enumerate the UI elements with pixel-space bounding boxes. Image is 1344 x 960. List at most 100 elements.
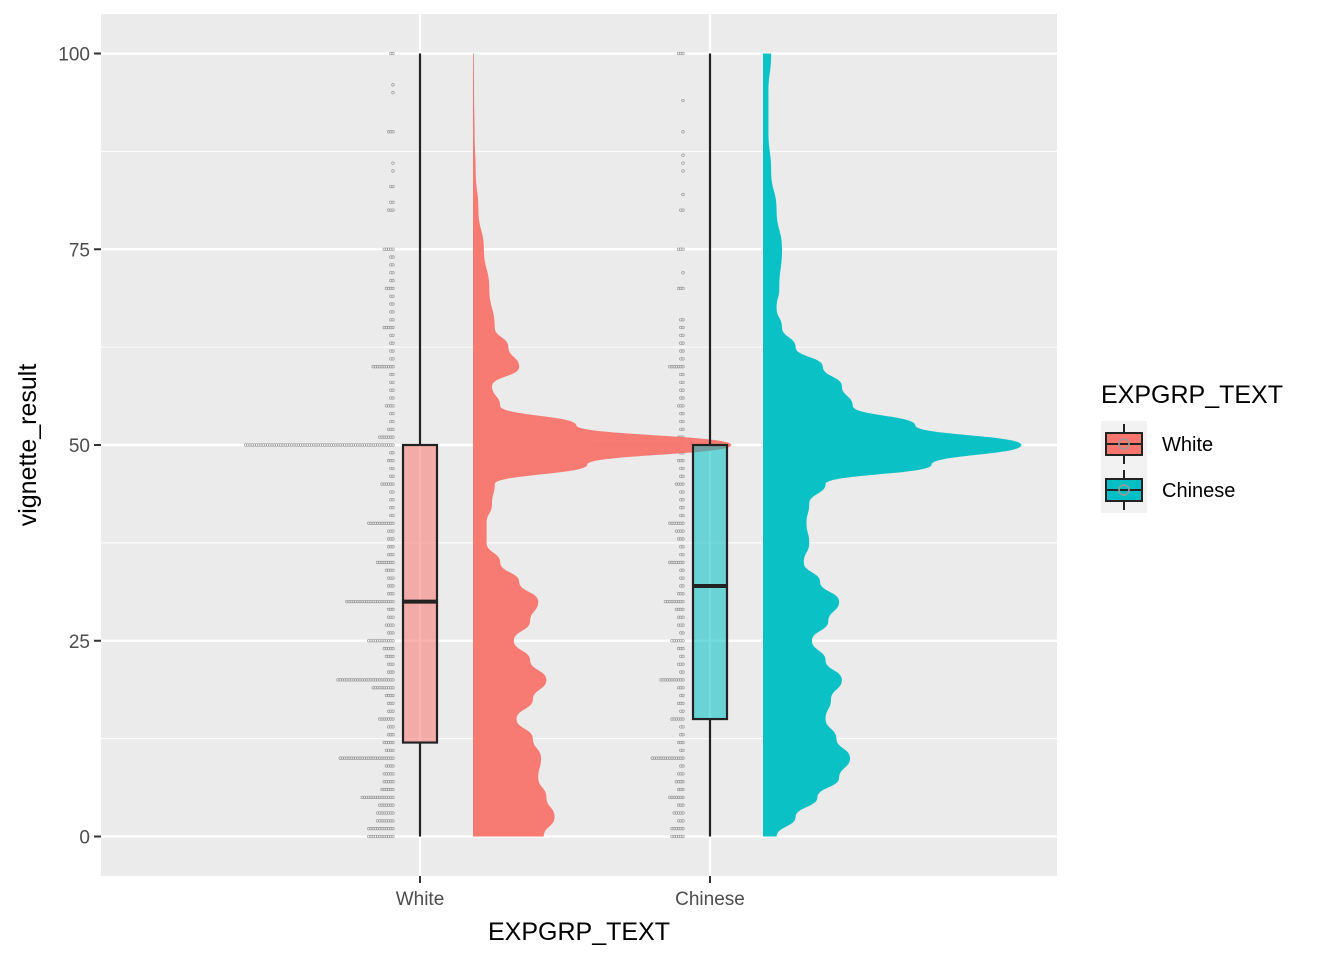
data-point	[674, 607, 679, 612]
data-point	[679, 357, 683, 361]
data-point	[367, 827, 371, 831]
data-point	[389, 662, 393, 666]
data-point	[681, 537, 685, 541]
data-point	[654, 756, 659, 760]
data-point	[391, 278, 395, 283]
data-point	[382, 756, 386, 760]
data-point	[373, 521, 378, 525]
data-point	[681, 474, 685, 478]
data-point	[386, 819, 391, 823]
y-tick-label: 100	[58, 45, 90, 66]
data-point	[676, 756, 681, 760]
data-point	[389, 584, 393, 588]
data-point	[391, 725, 395, 729]
data-point	[382, 435, 386, 439]
data-point	[373, 443, 378, 447]
data-point	[681, 654, 685, 659]
data-point	[369, 756, 373, 760]
data-point	[378, 678, 382, 682]
data-point	[386, 827, 391, 831]
data-point	[283, 443, 287, 447]
data-point	[672, 599, 676, 604]
data-point	[301, 443, 305, 447]
data-point	[358, 756, 362, 760]
data-point	[371, 834, 375, 839]
data-point	[373, 599, 378, 604]
data-point	[679, 396, 683, 400]
data-point	[371, 756, 375, 760]
data-point	[391, 529, 395, 533]
data-point	[676, 607, 681, 612]
data-point	[386, 404, 391, 408]
data-point	[364, 443, 369, 447]
data-point	[384, 780, 389, 784]
data-point	[384, 803, 389, 807]
legend-label: Chinese	[1162, 480, 1235, 502]
data-point	[389, 482, 393, 486]
data-point	[380, 717, 384, 721]
data-point	[391, 443, 395, 447]
data-point	[331, 443, 336, 447]
data-point	[307, 443, 312, 447]
data-point	[389, 529, 393, 533]
data-point	[389, 278, 393, 283]
data-point	[679, 482, 683, 486]
data-point	[342, 443, 347, 447]
data-point	[389, 341, 393, 345]
data-point	[672, 827, 676, 831]
data-point	[386, 521, 391, 525]
data-point	[391, 357, 395, 361]
data-point	[263, 443, 268, 447]
data-point	[681, 670, 685, 674]
data-point	[681, 827, 685, 831]
data-point	[386, 646, 391, 651]
data-point	[378, 795, 382, 799]
data-point	[375, 686, 380, 690]
data-point	[384, 819, 389, 823]
data-point	[373, 686, 378, 690]
data-point	[386, 811, 391, 815]
data-point	[378, 443, 382, 447]
data-point	[375, 560, 380, 565]
data-point	[679, 623, 683, 627]
data-point	[681, 372, 685, 377]
data-point	[661, 756, 665, 760]
data-point	[389, 599, 393, 604]
data-point	[384, 772, 389, 776]
data-point	[391, 372, 395, 377]
data-point	[391, 576, 395, 580]
data-point	[681, 678, 685, 682]
data-point	[681, 51, 685, 56]
data-point	[679, 333, 683, 338]
data-point	[367, 521, 371, 525]
data-point	[391, 302, 395, 306]
data-point	[391, 678, 395, 682]
data-point	[389, 592, 393, 596]
data-point	[681, 733, 685, 737]
data-point	[371, 686, 375, 690]
data-point	[360, 443, 364, 447]
data-point	[389, 263, 393, 267]
data-point	[320, 443, 325, 447]
data-point	[382, 686, 386, 690]
data-point	[679, 599, 683, 604]
data-point	[389, 247, 393, 251]
data-point	[380, 819, 384, 823]
data-point	[386, 780, 391, 784]
data-point	[347, 599, 351, 604]
data-point	[679, 709, 683, 713]
data-point	[386, 748, 391, 753]
data-point	[369, 443, 373, 447]
data-point	[681, 639, 685, 643]
data-point	[674, 560, 679, 565]
data-point	[679, 678, 683, 682]
data-point	[674, 529, 679, 533]
data-point	[681, 725, 685, 729]
data-point	[386, 325, 391, 330]
data-point	[672, 365, 676, 369]
data-point	[676, 717, 681, 721]
data-point	[679, 404, 683, 408]
data-point	[384, 560, 389, 565]
data-point	[681, 607, 685, 612]
data-point	[663, 678, 668, 682]
